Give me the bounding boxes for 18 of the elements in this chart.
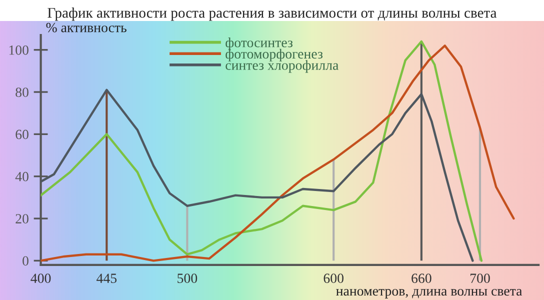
legend-label: фотосинтез bbox=[226, 38, 293, 50]
y-tick-label: 40 bbox=[15, 172, 28, 182]
y-tick-label: 20 bbox=[16, 214, 28, 224]
x-tick-label: 500 bbox=[178, 274, 198, 284]
y-tick-label: 0 bbox=[22, 256, 28, 266]
x-tick-label: 700 bbox=[470, 274, 490, 284]
x-tick-label: 600 bbox=[324, 274, 344, 284]
y-tick-label: 60 bbox=[16, 130, 28, 140]
x-tick-label: 660 bbox=[412, 274, 432, 284]
x-axis-title: нанометров, длина волны света bbox=[336, 288, 522, 298]
x-tick-label: 400 bbox=[30, 274, 51, 284]
chart-title: График активности роста растения в зависимости от длины волны света bbox=[48, 8, 497, 21]
legend-label: фотоморфогенез bbox=[226, 48, 323, 62]
y-axis-title: % активность bbox=[46, 22, 126, 32]
y-tick-label: 80 bbox=[16, 88, 28, 97]
x-tick-label: 445 bbox=[96, 274, 117, 284]
legend-label: синтез хлорофилла bbox=[226, 60, 339, 73]
y-tick-label: 100 bbox=[9, 45, 28, 55]
